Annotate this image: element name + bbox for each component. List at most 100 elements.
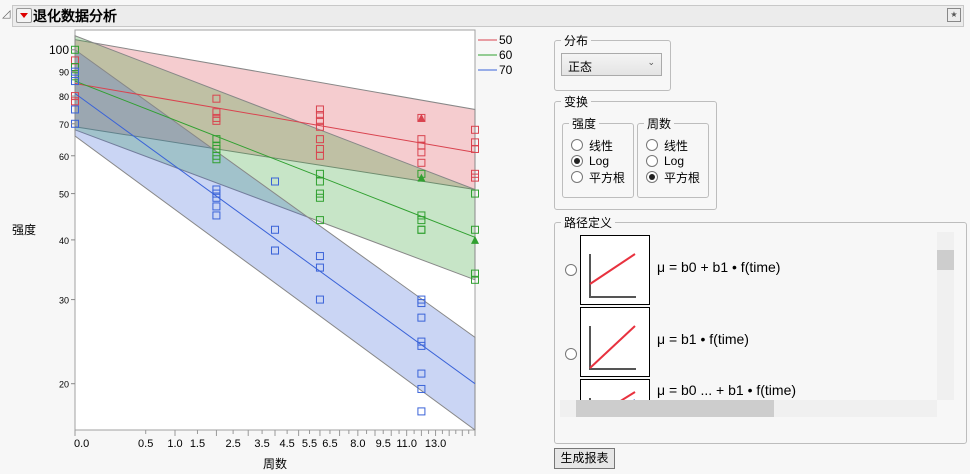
report-header bbox=[12, 5, 964, 27]
path-definition-group: 路径定义 bbox=[554, 214, 967, 444]
data-point bbox=[212, 94, 221, 103]
x-tick-label: 11.0 bbox=[396, 438, 417, 450]
x-tick-label: 0.0 bbox=[74, 438, 89, 450]
legend-label-60: 60 bbox=[499, 48, 513, 62]
mean-marker bbox=[471, 235, 479, 244]
y-tick-label: 70 bbox=[59, 120, 69, 130]
data-point bbox=[271, 177, 279, 186]
data-point bbox=[315, 189, 324, 198]
data-point bbox=[417, 384, 426, 393]
data-point bbox=[71, 105, 79, 114]
weeks-sqrt-radio[interactable]: 平方根 bbox=[646, 169, 700, 185]
data-point bbox=[315, 252, 324, 261]
option-label: 线性 bbox=[589, 138, 614, 153]
distribution-label: 分布 bbox=[561, 32, 592, 49]
data-point bbox=[315, 295, 324, 304]
path-option-2-radio[interactable] bbox=[565, 348, 577, 360]
distribution-select[interactable]: 正态 ⌄ bbox=[561, 53, 662, 76]
data-point bbox=[471, 225, 479, 234]
x-tick-label: 1.5 bbox=[190, 438, 205, 450]
data-point bbox=[212, 193, 221, 202]
legend-label-70: 70 bbox=[499, 63, 513, 77]
x-tick-label: 4.5 bbox=[279, 438, 294, 450]
path-formula-1: μ = b0 + b1 • f(time) bbox=[657, 259, 781, 275]
y-tick-label: 90 bbox=[59, 68, 69, 78]
path-formula-3: μ = b0 ... + b1 • f(time) bbox=[657, 382, 797, 398]
data-point bbox=[315, 122, 324, 131]
data-point bbox=[471, 173, 479, 182]
data-point bbox=[212, 189, 221, 198]
data-point bbox=[417, 158, 426, 167]
data-point bbox=[417, 225, 426, 234]
data-point bbox=[315, 263, 324, 272]
data-point bbox=[212, 135, 221, 144]
radio-selected-icon bbox=[571, 155, 583, 167]
x-tick-label: 5.5 bbox=[302, 438, 317, 450]
red-triangle-menu-icon[interactable] bbox=[16, 8, 32, 23]
fit-line-70 bbox=[74, 93, 476, 385]
scrollbar-thumb[interactable] bbox=[937, 250, 954, 270]
data-point bbox=[315, 135, 324, 144]
data-point bbox=[315, 216, 324, 225]
legend-label-50: 50 bbox=[499, 33, 513, 47]
radio-icon bbox=[571, 139, 583, 151]
multi-intercept-thumbnail bbox=[580, 379, 650, 400]
x-tick-label: 6.5 bbox=[322, 438, 337, 450]
data-point bbox=[417, 369, 426, 378]
data-point bbox=[271, 246, 279, 255]
data-point bbox=[315, 116, 324, 125]
transform-group: 变换 bbox=[554, 93, 717, 210]
x-tick-label: 13.0 bbox=[425, 438, 446, 450]
data-point bbox=[471, 189, 479, 198]
data-point bbox=[417, 341, 426, 350]
data-point bbox=[417, 135, 426, 144]
radio-selected-icon bbox=[646, 171, 658, 183]
data-point bbox=[71, 72, 79, 81]
data-point bbox=[417, 216, 426, 225]
data-point bbox=[471, 125, 479, 134]
x-axis-label: 周数 bbox=[263, 456, 287, 471]
strength-linear-radio[interactable]: 线性 bbox=[571, 137, 625, 153]
data-point bbox=[212, 185, 221, 194]
option-label: Log bbox=[589, 154, 610, 168]
y-tick-label: 80 bbox=[59, 92, 69, 102]
y-tick-label: 100 bbox=[49, 43, 69, 57]
path-option-1-radio[interactable] bbox=[565, 264, 577, 276]
horizontal-scrollbar[interactable] bbox=[560, 400, 937, 417]
data-point bbox=[212, 211, 221, 220]
distribution-group: 分布 bbox=[554, 32, 671, 91]
strength-log-radio[interactable]: Log bbox=[571, 153, 625, 169]
y-tick-label: 30 bbox=[59, 296, 69, 306]
radio-icon bbox=[571, 171, 583, 183]
x-tick-label: 8.0 bbox=[350, 438, 365, 450]
collapse-triangle-icon[interactable]: ◿ bbox=[2, 8, 11, 20]
weeks-linear-radio[interactable]: 线性 bbox=[646, 137, 700, 153]
data-point bbox=[212, 108, 221, 117]
radio-icon bbox=[646, 155, 658, 167]
data-point bbox=[471, 275, 479, 284]
data-point bbox=[212, 116, 221, 125]
vertical-scrollbar[interactable] bbox=[937, 232, 954, 400]
pin-icon[interactable]: ★ bbox=[947, 8, 961, 22]
x-tick-label: 1.0 bbox=[167, 438, 182, 450]
y-axis-label: 强度 bbox=[12, 222, 36, 237]
option-label: 平方根 bbox=[664, 170, 701, 185]
weeks-group: 周数 线性 Log 平方根 bbox=[637, 115, 709, 198]
data-point bbox=[212, 155, 221, 164]
linear-intercept-thumbnail bbox=[580, 235, 650, 305]
scrollbar-thumb[interactable] bbox=[576, 400, 774, 417]
x-tick-label: 9.5 bbox=[376, 438, 391, 450]
weeks-log-radio[interactable]: Log bbox=[646, 153, 700, 169]
data-point bbox=[315, 177, 324, 186]
data-point bbox=[315, 169, 324, 178]
transform-label: 变换 bbox=[561, 93, 592, 110]
option-label: 平方根 bbox=[589, 170, 626, 185]
strength-sqrt-radio[interactable]: 平方根 bbox=[571, 169, 625, 185]
generate-report-button[interactable]: 生成报表 bbox=[554, 448, 615, 469]
fit-line-60 bbox=[74, 80, 476, 238]
fit-line-50 bbox=[74, 83, 476, 153]
mean-marker bbox=[417, 173, 426, 182]
data-point bbox=[71, 63, 79, 72]
plot-area bbox=[74, 29, 476, 431]
